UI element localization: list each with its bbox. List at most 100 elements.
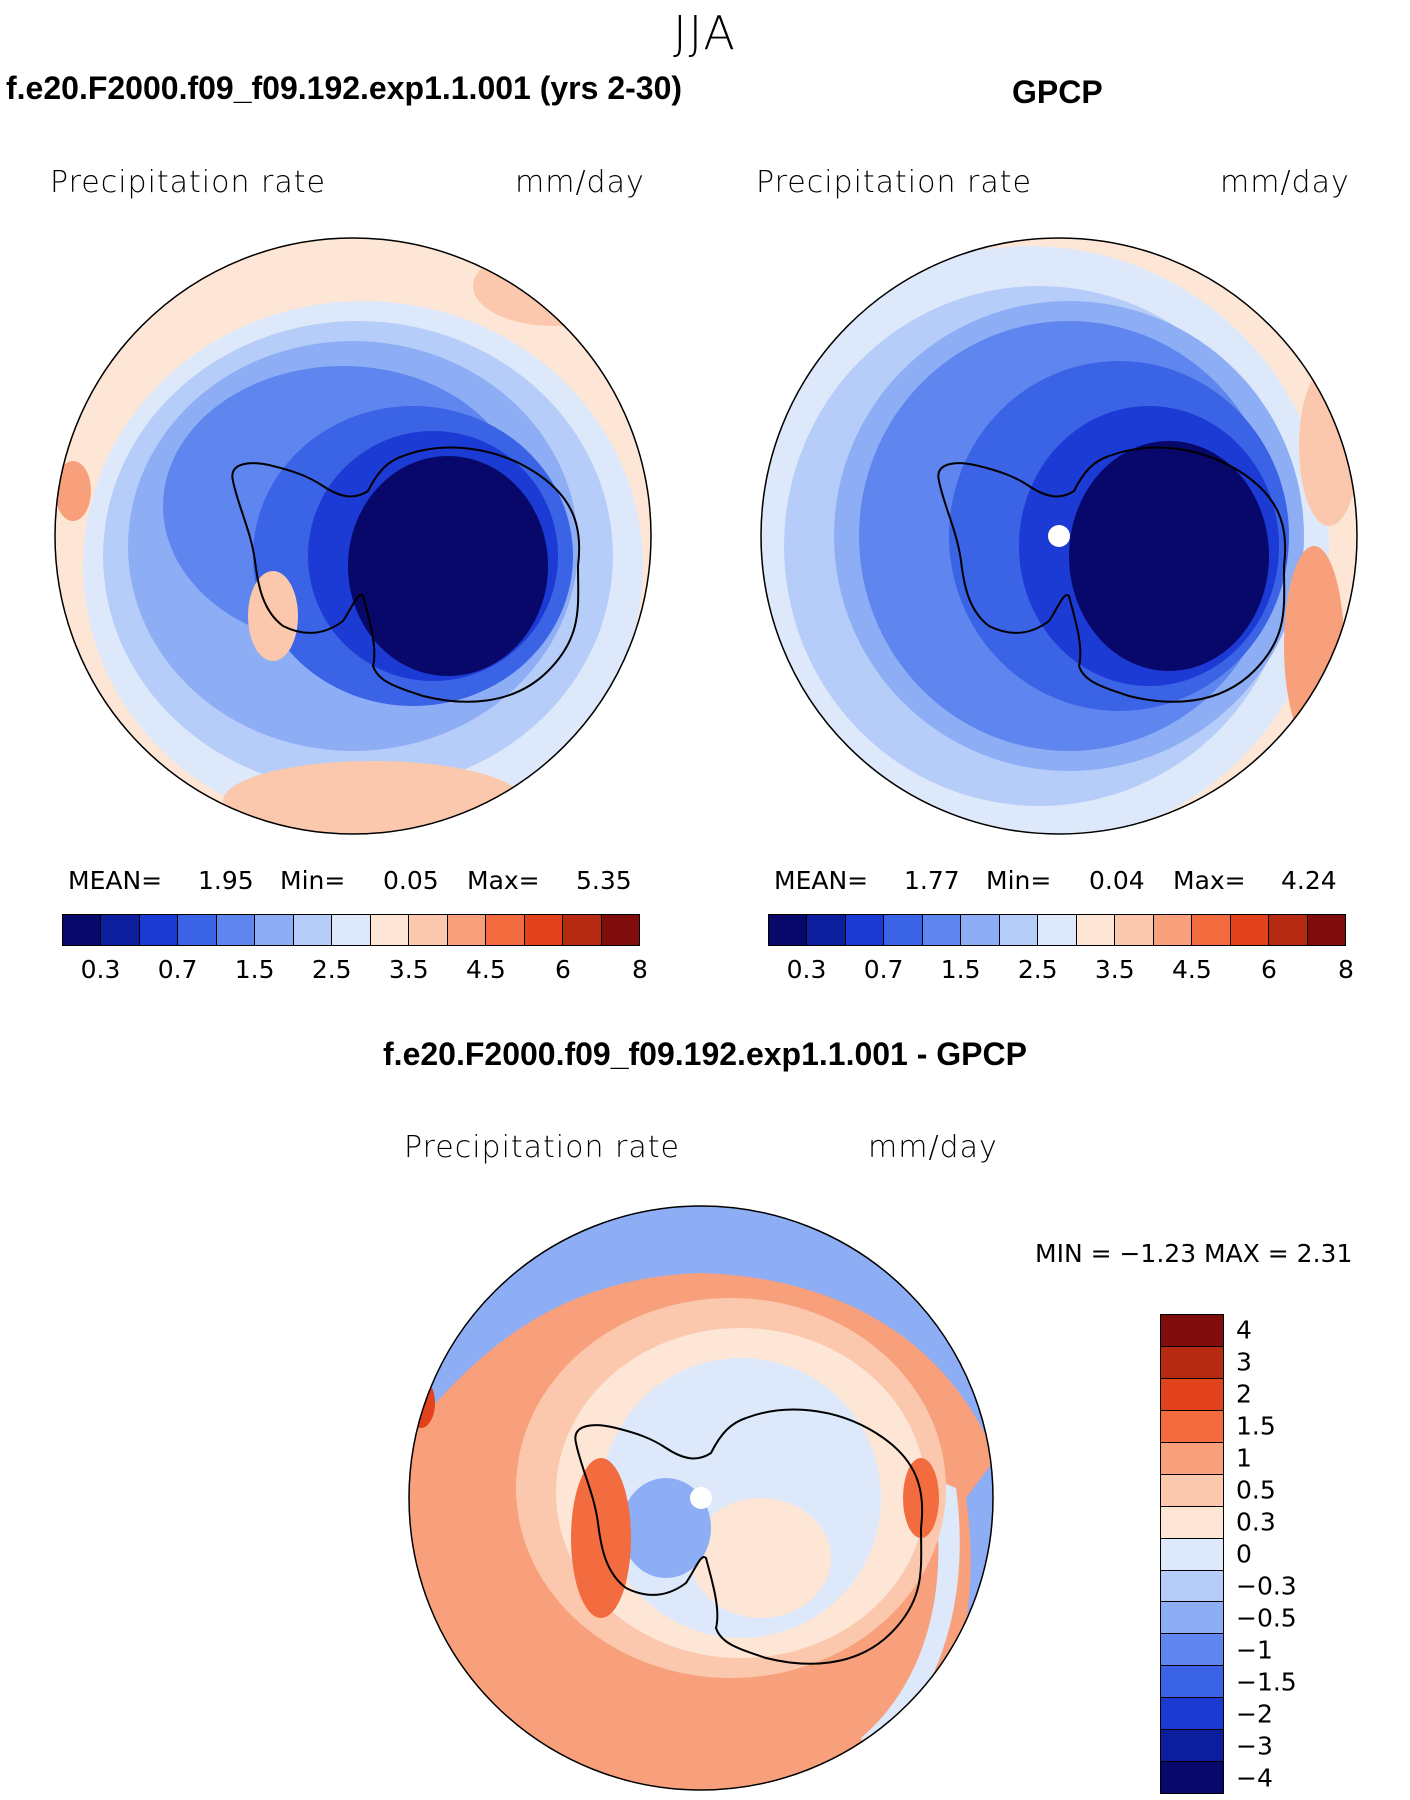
panel2-colorbar-color-box <box>1192 915 1231 945</box>
panel1-colorbar-tick-label: 6 <box>554 955 571 984</box>
diff-colorbar-tick-label: −4 <box>1236 1763 1273 1793</box>
diff-colorbar-color-box <box>1161 1442 1223 1475</box>
panel2-colorbar-tick-label: 3.5 <box>1094 955 1135 984</box>
diff-colorbar-tick-label: 1.5 <box>1236 1411 1276 1441</box>
diff-colorbar-tick-label: 2 <box>1236 1379 1252 1409</box>
diff-colorbar-tick-label: 4 <box>1236 1315 1252 1345</box>
panel1-colorbar-color-box <box>601 915 640 945</box>
diff-colorbar-color-box <box>1161 1730 1223 1763</box>
panel2-map <box>760 237 1358 835</box>
panel1-mean-label: MEAN= <box>68 866 163 895</box>
panel2-colorbar-color-box <box>1269 915 1308 945</box>
panel1-max-label: Max= <box>467 866 540 895</box>
panel2-colorbar-tick-label: 8 <box>1338 955 1354 984</box>
panel1-colorbar-color-box <box>563 915 602 945</box>
panel2-colorbar-tick-label: 4.5 <box>1171 955 1212 984</box>
panel1-variable-label: Precipitation rate <box>50 165 326 200</box>
panel1-colorbar-color-box <box>101 915 140 945</box>
panel2-colorbar-tick-label: 1.5 <box>940 955 981 984</box>
panel2-colorbar-color-box <box>1230 915 1270 945</box>
panel1-title: f.e20.F2000.f09_f09.192.exp1.1.001 (yrs … <box>6 70 683 106</box>
diff-variable-label: Precipitation rate <box>404 1130 680 1165</box>
panel1-colorbar <box>62 914 640 946</box>
panel1-colorbar-color-box <box>255 915 294 945</box>
diff-colorbar-tick-label: 3 <box>1236 1347 1252 1377</box>
panel1-colorbar-color-box <box>370 915 410 945</box>
panel2-max-label: Max= <box>1173 866 1246 895</box>
diff-colorbar-tick-label: −1 <box>1236 1635 1273 1665</box>
diff-colorbar-tick-label: −0.3 <box>1236 1571 1297 1601</box>
panel2-variable-label: Precipitation rate <box>756 165 1032 200</box>
diff-colorbar-tick-label: −0.5 <box>1236 1603 1297 1633</box>
panel1-colorbar-tick-label: 0.7 <box>157 955 198 984</box>
panel2-mean-label: MEAN= <box>774 866 869 895</box>
diff-colorbar-tick-label: −2 <box>1236 1699 1273 1729</box>
panel1-colorbar-color-box <box>447 915 487 945</box>
panel2-colorbar-color-box <box>961 915 1000 945</box>
diff-colorbar-tick-label: 1 <box>1236 1443 1252 1473</box>
panel1-colorbar-tick-label: 0.3 <box>80 955 121 984</box>
diff-colorbar <box>1160 1314 1224 1794</box>
panel1-colorbar-color-box <box>216 915 256 945</box>
panel1-map <box>54 237 652 835</box>
panel2-colorbar-color-box <box>845 915 885 945</box>
panel2-colorbar-color-box <box>1115 915 1154 945</box>
panel1-colorbar-tick-label: 3.5 <box>388 955 429 984</box>
panel2-mean-value: 1.77 <box>904 866 960 895</box>
panel2-max-value: 4.24 <box>1281 866 1337 895</box>
panel1-min-value: 0.05 <box>383 866 439 895</box>
panel1-colorbar-tick-label: 8 <box>632 955 648 984</box>
diff-colorbar-tick-label: 0.3 <box>1236 1507 1276 1537</box>
panel2-units-label: mm/day <box>1220 165 1350 200</box>
panel1-colorbar-tick-label: 2.5 <box>311 955 352 984</box>
diff-title: f.e20.F2000.f09_f09.192.exp1.1.001 - GPC… <box>383 1036 1027 1072</box>
panel1-units-label: mm/day <box>515 165 645 200</box>
diff-colorbar-color-box <box>1161 1538 1223 1571</box>
season-title: JJA <box>673 6 737 60</box>
panel2-min-label: Min= <box>986 866 1052 895</box>
diff-colorbar-ticks: 4 3 2 1.5 1 0.5 0.3 0 −0.3 −0.5 −1 −1.5 −2 −3 −4 <box>1236 1314 1356 1794</box>
diff-colorbar-color-box <box>1161 1570 1223 1603</box>
diff-colorbar-color-box <box>1161 1762 1223 1794</box>
diff-colorbar-tick-label: 0 <box>1236 1539 1252 1569</box>
diff-colorbar-color-box <box>1161 1666 1223 1699</box>
panel2-colorbar <box>768 914 1346 946</box>
panel2-colorbar-color-box <box>1307 915 1346 945</box>
panel1-colorbar-color-box <box>139 915 179 945</box>
panel2-colorbar-tick-label: 2.5 <box>1017 955 1058 984</box>
panel1-colorbar-color-box <box>409 915 448 945</box>
diff-colorbar-color-box <box>1161 1634 1223 1667</box>
panel1-colorbar-color-box <box>178 915 217 945</box>
panel2-title: GPCP <box>1012 74 1103 110</box>
panel2-colorbar-color-box <box>1038 915 1077 945</box>
panel2-colorbar-ticks: 0.3 0.7 1.5 2.5 3.5 4.5 6 8 <box>768 955 1354 985</box>
panel1-colorbar-tick-label: 4.5 <box>465 955 506 984</box>
panel2-colorbar-color-box <box>769 915 808 945</box>
panel2-colorbar-tick-label: 0.7 <box>863 955 904 984</box>
panel1-colorbar-ticks: 0.3 0.7 1.5 2.5 3.5 4.5 6 8 <box>62 955 648 985</box>
diff-colorbar-color-box <box>1161 1698 1223 1731</box>
diff-colorbar-tick-label: 0.5 <box>1236 1475 1276 1505</box>
diff-colorbar-color-box <box>1161 1346 1223 1379</box>
diff-colorbar-color-box <box>1161 1410 1223 1443</box>
diff-units-label: mm/day <box>868 1130 998 1165</box>
diff-colorbar-color-box <box>1161 1474 1223 1507</box>
panel2-colorbar-color-box <box>922 915 962 945</box>
diff-colorbar-color-box <box>1161 1506 1223 1539</box>
panel2-colorbar-color-box <box>884 915 923 945</box>
diff-colorbar-color-box <box>1161 1602 1223 1635</box>
panel2-colorbar-tick-label: 0.3 <box>786 955 827 984</box>
panel1-colorbar-tick-label: 1.5 <box>234 955 275 984</box>
panel1-mean-value: 1.95 <box>198 866 254 895</box>
panel1-colorbar-color-box <box>293 915 333 945</box>
panel1-colorbar-color-box <box>332 915 371 945</box>
panel1-max-value: 5.35 <box>576 866 632 895</box>
panel2-colorbar-color-box <box>1153 915 1193 945</box>
panel1-colorbar-color-box <box>524 915 564 945</box>
panel1-colorbar-color-box <box>63 915 102 945</box>
panel2-colorbar-color-box <box>999 915 1039 945</box>
diff-colorbar-color-box <box>1161 1378 1223 1411</box>
diff-map <box>408 1205 994 1791</box>
diff-colorbar-color-box <box>1161 1315 1223 1347</box>
panel2-colorbar-color-box <box>1076 915 1116 945</box>
